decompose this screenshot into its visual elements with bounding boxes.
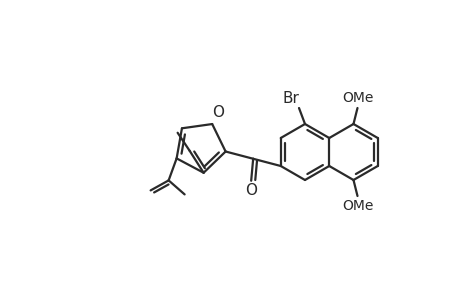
Text: OMe: OMe	[341, 91, 372, 105]
Text: Br: Br	[282, 91, 299, 106]
Text: O: O	[212, 105, 224, 120]
Text: O: O	[245, 183, 257, 198]
Text: OMe: OMe	[341, 199, 372, 213]
